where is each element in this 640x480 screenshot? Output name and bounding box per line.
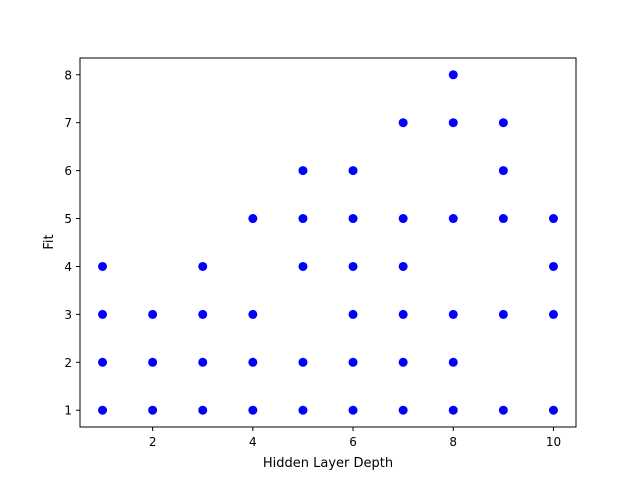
data-point [498,118,508,128]
x-axis-label: Hidden Layer Depth [263,456,393,471]
y-tick-label: 2 [64,356,72,370]
y-tick-label: 8 [64,68,72,82]
data-point [548,261,558,271]
data-point [398,357,408,367]
data-point [448,118,458,128]
data-point [298,166,308,176]
data-point [448,405,458,415]
y-tick-label: 7 [64,116,72,130]
x-axis-ticks: 2 4 6 8 10 [149,427,561,449]
y-tick-label: 5 [64,212,72,226]
data-point [448,214,458,224]
data-point [98,261,108,271]
x-tick-label: 6 [349,435,357,449]
plot-frame [79,57,577,428]
data-point [548,405,558,415]
data-point [448,70,458,80]
data-point [348,405,358,415]
data-point [498,405,508,415]
data-point [348,261,358,271]
data-point [548,309,558,319]
data-point [348,309,358,319]
data-points [98,70,558,415]
data-point [448,357,458,367]
data-point [398,309,408,319]
data-point [298,261,308,271]
y-axis-label: Fit [42,234,57,249]
y-tick-label: 6 [64,164,72,178]
data-point [548,214,558,224]
data-point [148,309,158,319]
data-point [298,405,308,415]
data-point [248,357,258,367]
data-point [348,214,358,224]
data-point [398,214,408,224]
data-point [198,309,208,319]
data-point [98,405,108,415]
data-point [98,357,108,367]
data-point [398,405,408,415]
y-tick-label: 3 [64,308,72,322]
y-tick-label: 4 [64,260,72,274]
data-point [348,357,358,367]
data-point [148,357,158,367]
data-point [448,309,458,319]
data-point [398,118,408,128]
data-point [148,405,158,415]
data-point [398,261,408,271]
data-point [298,357,308,367]
data-point [248,214,258,224]
data-point [198,261,208,271]
data-point [248,405,258,415]
x-tick-label: 10 [546,435,561,449]
y-axis-ticks: 1 2 3 4 5 6 7 8 [64,68,80,418]
data-point [198,357,208,367]
x-tick-label: 8 [449,435,457,449]
data-point [248,309,258,319]
data-point [98,309,108,319]
data-point [498,214,508,224]
y-tick-label: 1 [64,404,72,418]
x-tick-label: 4 [249,435,257,449]
data-point [498,309,508,319]
data-point [198,405,208,415]
data-point [298,214,308,224]
data-point [498,166,508,176]
x-tick-label: 2 [149,435,157,449]
data-point [348,166,358,176]
